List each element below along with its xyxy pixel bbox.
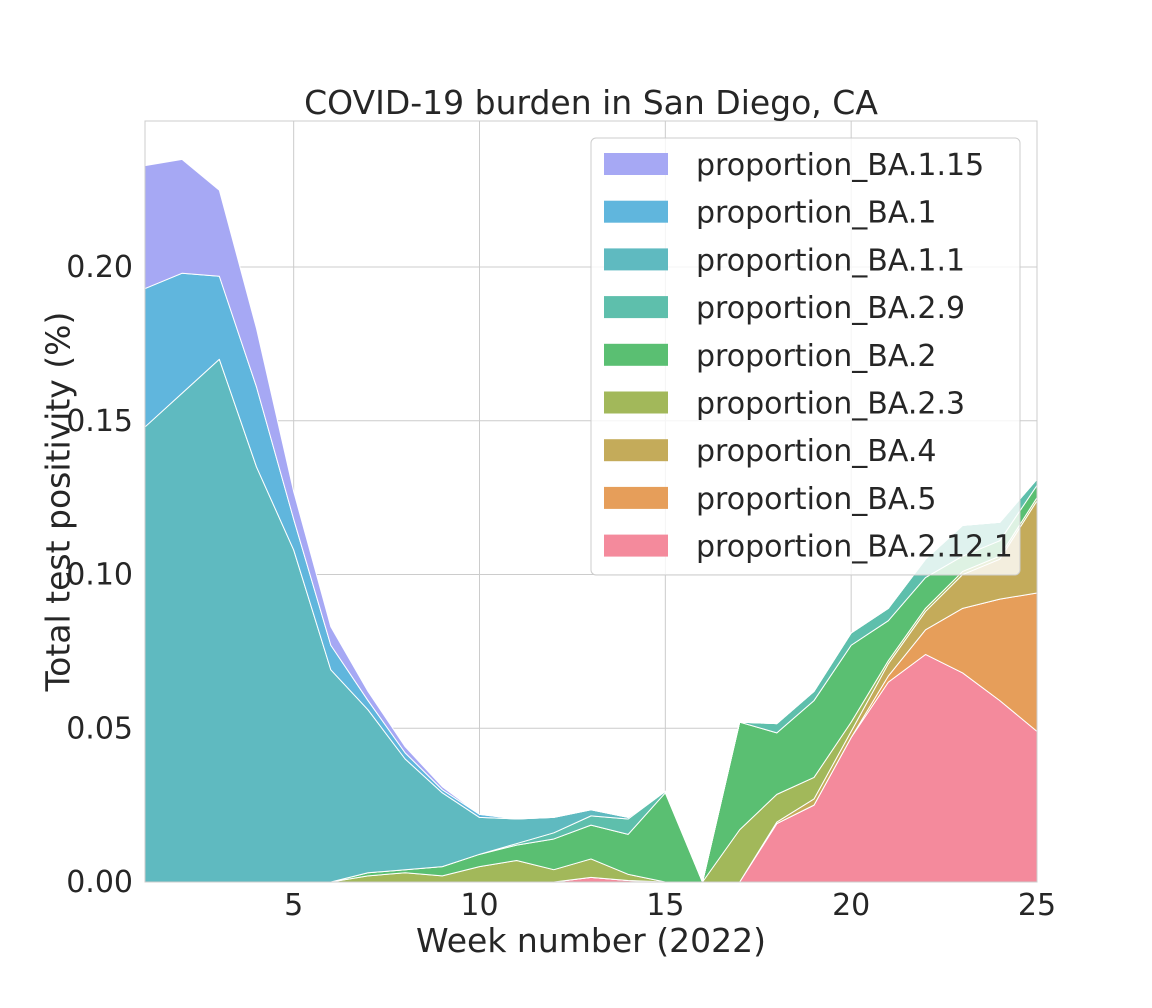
x-axis-label: Week number (2022) bbox=[416, 921, 766, 960]
legend-swatch bbox=[604, 534, 668, 557]
x-tick-label: 20 bbox=[832, 888, 870, 923]
legend-label: proportion_BA.2.3 bbox=[696, 387, 965, 422]
legend-label: proportion_BA.4 bbox=[696, 434, 936, 469]
chart-title: COVID-19 burden in San Diego, CA bbox=[304, 83, 878, 122]
legend-label: proportion_BA.1.1 bbox=[696, 243, 965, 278]
legend-label: proportion_BA.2.9 bbox=[696, 291, 965, 326]
legend-swatch bbox=[604, 200, 668, 223]
legend: proportion_BA.1.15 proportion_BA.1proport… bbox=[590, 137, 1021, 576]
plot-frame bbox=[144, 120, 1038, 883]
y-tick-label: 0.05 bbox=[66, 711, 133, 746]
x-tick-label: 5 bbox=[284, 888, 303, 923]
legend-swatch bbox=[604, 296, 668, 319]
legend-label: proportion_BA.5 bbox=[696, 482, 936, 517]
legend-swatch bbox=[604, 248, 668, 271]
y-tick-label: 0.00 bbox=[66, 865, 133, 900]
legend-swatch bbox=[604, 391, 668, 414]
legend-frame bbox=[590, 137, 1021, 576]
tick-labels: 5 10 15 20 25 0.00 0.05 0.10 0.15 0.20 bbox=[66, 250, 1056, 923]
y-tick-label: 0.10 bbox=[66, 558, 133, 593]
legend-label: proportion_BA.1 bbox=[696, 196, 936, 231]
legend-label: proportion_BA.1.15 bbox=[696, 148, 984, 183]
axes-frame bbox=[144, 120, 1038, 883]
legend-swatch bbox=[604, 153, 668, 175]
y-tick-label: 0.20 bbox=[66, 250, 133, 285]
legend-swatch bbox=[604, 343, 668, 366]
legend-swatch bbox=[604, 439, 668, 462]
x-tick-label: 15 bbox=[646, 888, 684, 923]
x-tick-label: 25 bbox=[1018, 888, 1056, 923]
y-axis-label: Total test positivity (%) bbox=[39, 312, 78, 693]
legend-swatch bbox=[604, 486, 668, 509]
y-tick-label: 0.15 bbox=[66, 404, 133, 439]
legend-label: proportion_BA.2.12.1 bbox=[696, 530, 1013, 565]
legend-label: proportion_BA.2 bbox=[696, 339, 936, 374]
x-tick-label: 10 bbox=[460, 888, 498, 923]
